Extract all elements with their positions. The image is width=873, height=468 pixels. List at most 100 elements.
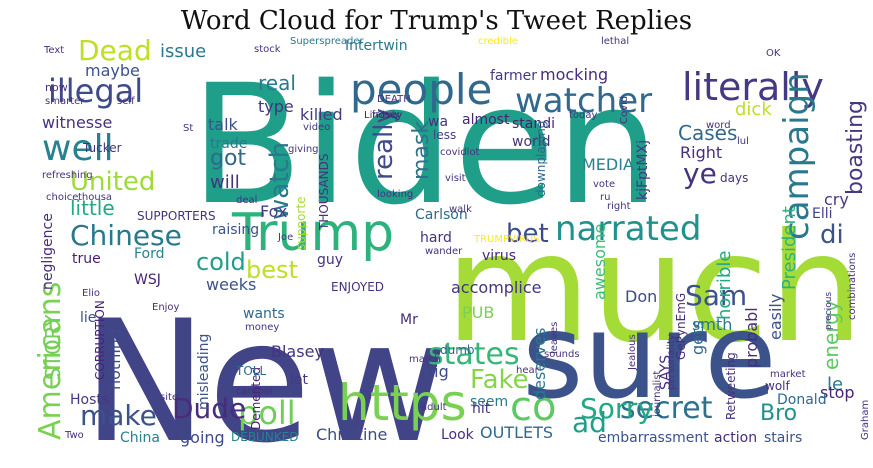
word-hosts: Hosts [70,392,109,408]
word-watch: watch [265,142,295,220]
word-enjoy: Enjoy [152,302,180,313]
word-wsj: WSJ [134,272,161,288]
word-site: site [160,392,178,403]
word-money: money [245,322,279,333]
word-wander: wander [425,246,463,257]
word-new: New [82,284,448,468]
word-giving: giving [288,144,319,155]
word-horrible: horrible [714,251,735,320]
word-carlson: Carlson [415,207,468,223]
word-ford: Ford [134,246,165,262]
word-less: less [433,128,456,142]
word-leaves: leaves [549,322,560,354]
word-issue: issue [160,41,206,62]
word-march: march [409,354,441,365]
word-choice: choice [46,192,78,203]
word-world: world [512,134,551,150]
word-supporte: supporte [294,197,308,250]
word-intertwin: Intertwin [345,38,408,54]
word-stairs: stairs [764,430,802,446]
word-easily: easily [766,294,785,340]
word-weeks: weeks [206,275,256,294]
word-hit: hit [472,401,491,417]
word-killed: killed [300,105,343,124]
word-outlets: OUTLETS [480,423,553,442]
word-stop: stop [820,383,855,402]
word-sounds: sounds [544,349,580,360]
word-maybe: maybe [85,61,140,80]
word-kjfptmxj: kjFptMXj [635,140,651,200]
word-lul: lul [737,136,749,147]
word-campaign: campaign [777,72,817,240]
word-will: will [210,172,240,193]
word-little: little [70,196,115,220]
word-best: best [246,256,298,284]
word-biden: Biden [190,49,660,241]
word-supporters: SUPPORTERS [137,209,216,223]
word-deserves: deserves [530,328,549,400]
word-superspreader: Superspreader [290,36,365,47]
word-right: Right [680,143,722,162]
word-well: well [42,128,114,169]
word-toll: TOLL [235,364,266,378]
word-wants: wants [243,306,285,322]
word-enjoyed: ENJOYED [331,280,384,294]
word-combinations: combinations [847,253,858,320]
word-https: https [338,374,467,432]
word-ye: ye [683,157,717,190]
word-narrated: narrated [555,209,701,249]
word-cold: cold [196,248,246,276]
word-action: action [714,430,757,446]
word-precious: precious [824,292,834,330]
word-seem: seem [470,394,508,410]
word-ok: OK [766,48,781,59]
word-embarrassment: embarrassment [598,430,709,446]
word-corruption: CORRUPTION [93,300,107,380]
word-campai: campai [236,386,273,397]
word-make: make [80,399,157,432]
word-trump: Trump [231,203,394,263]
word-united: United [70,167,155,197]
word-refreshing: refreshing [42,170,93,181]
word-type: type [258,97,294,116]
word-wolf: wolf [765,379,790,393]
word-adult: adult [421,402,447,413]
word-really: really [369,108,399,180]
word-jealous: Jealous [627,334,638,371]
word-awesome: awesome [590,224,609,300]
word-got: got [210,146,246,171]
word-downplaying: downplaying [534,121,548,197]
word-christine: Christine [316,425,387,444]
word-illegal: illegal [48,72,143,110]
word-dead: Dead [78,34,152,67]
word-covid: Covid [619,96,630,124]
word-journalist: journalist [652,371,663,418]
word-bet: bet [506,219,549,249]
word-looking: looking [377,189,413,200]
word-elio: Elio [82,288,100,299]
word-elli: Elli [812,206,833,222]
word-fake: Fake [470,365,529,395]
word-thousa: thousa [78,192,112,203]
word-chinese: Chinese [70,219,182,252]
word-vote: vote [593,179,615,190]
word-watcher: watcher [515,81,652,121]
word-gets: gets [688,320,707,355]
word-visit: visit [445,173,466,184]
word-ru: ru [600,192,610,203]
word-personality: personality [666,334,677,390]
chart-title: Word Cloud for Trump's Tweet Replies [180,6,693,36]
word-now: now [45,81,68,94]
word-nothing: nothing [105,329,124,390]
word-people: people [350,65,492,114]
word-boasting: boasting [843,100,868,195]
word-says: SAYS [658,355,674,390]
word-going: going [180,428,225,447]
word-gepynemg: GePynEmG [674,293,688,360]
word-president: President [779,206,800,290]
word-story: STORY [41,314,65,380]
word-lindsey: Lindsey [364,110,402,121]
word-graham: Graham [860,400,871,440]
word-retweeting: Retweeting [724,352,738,420]
word-almost: almost [462,112,510,128]
